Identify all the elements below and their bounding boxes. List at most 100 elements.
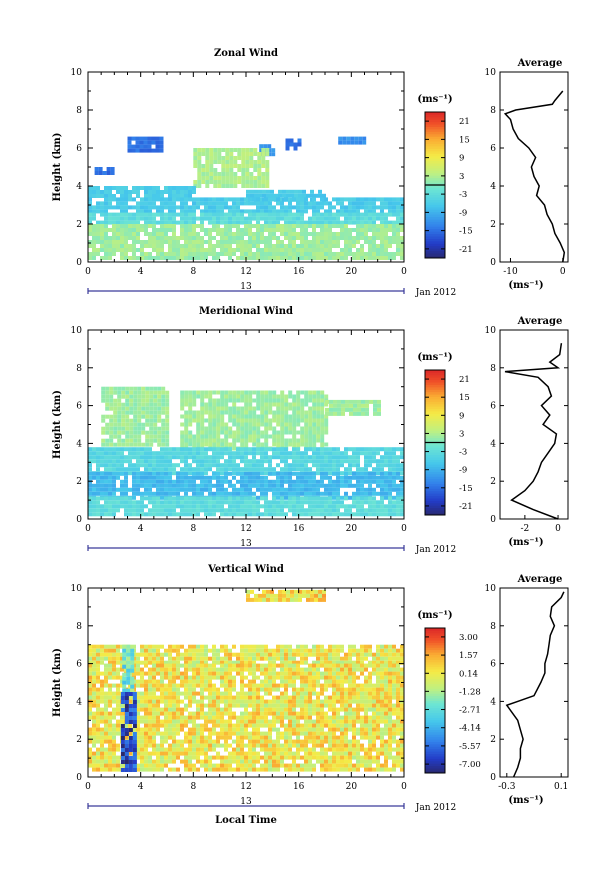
heatmap-cell <box>292 512 296 517</box>
heatmap-cell <box>236 667 240 672</box>
heatmap-cell <box>324 442 329 447</box>
heatmap-cell <box>380 455 384 460</box>
heatmap-cell <box>144 512 148 517</box>
heatmap-cell <box>109 426 114 431</box>
heatmap-cell <box>228 197 232 202</box>
heatmap-cell <box>156 197 160 202</box>
heatmap-cell <box>152 483 156 488</box>
heatmap-cell <box>152 190 156 194</box>
heatmap-cell <box>300 438 305 443</box>
heatmap-cell <box>176 252 180 256</box>
heatmap-cell <box>228 483 232 488</box>
heatmap-cell <box>348 479 352 484</box>
heatmap-cell <box>348 232 352 236</box>
heatmap-cell <box>156 683 160 688</box>
heatmap-cell <box>116 236 120 240</box>
heatmap-cell <box>324 256 328 260</box>
heatmap-cell <box>280 434 285 439</box>
heatmap-cell <box>98 167 103 171</box>
heatmap-cell <box>213 184 218 188</box>
heatmap-cell <box>144 671 148 676</box>
heatmap-cell <box>336 496 340 501</box>
heatmap-cell <box>136 209 140 214</box>
x-tick-label: 0 <box>85 524 91 534</box>
heatmap-cell <box>356 656 360 661</box>
heatmap-cell <box>376 479 380 484</box>
colorbar-segment <box>425 420 445 424</box>
heatmap-cell <box>152 467 156 472</box>
heatmap-cell <box>144 644 148 649</box>
heatmap-cell <box>340 675 344 680</box>
heatmap-cell <box>208 422 213 427</box>
heatmap-cell <box>168 695 172 700</box>
heatmap-cell <box>304 442 309 447</box>
heatmap-cell <box>180 656 184 661</box>
heatmap-cell <box>144 467 148 472</box>
heatmap-cell <box>260 504 264 509</box>
heatmap-cell <box>380 228 384 232</box>
heatmap-cell <box>116 656 120 661</box>
heatmap-cell <box>160 683 164 688</box>
heatmap-cell <box>196 463 200 468</box>
heatmap-cell <box>184 656 188 661</box>
heatmap-cell <box>96 663 100 668</box>
heatmap-cell <box>216 459 220 464</box>
heatmap-cell <box>368 496 372 501</box>
heatmap-cell <box>188 683 192 688</box>
heatmap-cell <box>373 411 377 416</box>
heatmap-cell <box>201 148 206 152</box>
heatmap-cell <box>318 593 322 598</box>
x-tick-label: 8 <box>190 267 196 277</box>
heatmap-cell <box>388 663 392 668</box>
heatmap-cell <box>172 244 176 248</box>
heatmap-cell <box>129 438 134 443</box>
heatmap-cell <box>196 663 200 668</box>
heatmap-cell <box>104 216 108 221</box>
colorbar-segment <box>425 403 445 407</box>
heatmap-cell <box>132 479 136 484</box>
heatmap-cell <box>224 248 228 252</box>
heatmap-cell <box>153 418 158 423</box>
heatmap-cell <box>308 256 312 260</box>
heatmap-cell <box>88 496 92 501</box>
heatmap-cell <box>253 160 258 164</box>
heatmap-cell <box>152 695 156 700</box>
heatmap-cell <box>300 220 304 225</box>
heatmap-cell <box>244 471 248 476</box>
heatmap-cell <box>208 467 212 472</box>
heatmap-cell <box>240 660 244 665</box>
heatmap-cell <box>270 593 274 598</box>
heatmap-cell <box>217 172 222 176</box>
heatmap-cell <box>148 496 152 501</box>
heatmap-cell <box>225 152 230 156</box>
heatmap-cell <box>94 171 99 175</box>
heatmap-cell <box>224 475 228 480</box>
heatmap-cell <box>264 508 268 513</box>
heatmap-cell <box>360 201 364 206</box>
heatmap-cell <box>160 652 164 657</box>
heatmap-cell <box>328 205 332 210</box>
heatmap-cell <box>268 691 272 696</box>
heatmap-cell <box>240 451 244 456</box>
heatmap-cell <box>252 240 256 244</box>
heatmap-cell <box>161 438 166 443</box>
heatmap-cell <box>216 504 220 509</box>
heatmap-cell <box>328 467 332 472</box>
heatmap-cell <box>228 220 232 225</box>
average-title: Average <box>517 58 563 69</box>
heatmap-cell <box>113 430 118 435</box>
heatmap-cell <box>148 467 152 472</box>
heatmap-cell <box>244 406 249 411</box>
heatmap-cell <box>92 508 96 513</box>
heatmap-cell <box>204 455 208 460</box>
heatmap-cell <box>216 455 220 460</box>
heatmap-cell <box>105 406 110 411</box>
heatmap-cell <box>228 232 232 236</box>
heatmap-cell <box>208 504 212 509</box>
heatmap-cell <box>117 402 122 407</box>
heatmap-cell <box>168 201 172 206</box>
heatmap-cell <box>192 491 196 496</box>
avg-y-tick-label: 4 <box>490 182 496 192</box>
heatmap-cell <box>221 172 226 176</box>
heatmap-cell <box>308 422 313 427</box>
